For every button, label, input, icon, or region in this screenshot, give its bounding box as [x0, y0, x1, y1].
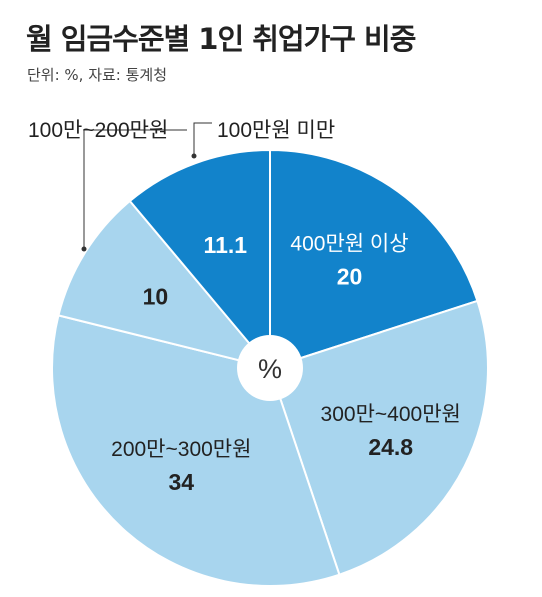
callout-label: 100만원 미만	[217, 119, 335, 142]
center-unit-label: %	[258, 354, 282, 384]
slice-value: 20	[337, 264, 363, 290]
callout-line	[193, 122, 212, 156]
slice-value: 24.8	[368, 434, 413, 460]
callout-line	[83, 129, 187, 249]
slice-label: 200만~300만원	[111, 438, 251, 461]
callout-dot	[81, 246, 87, 252]
slice-value: 34	[169, 469, 195, 495]
callout-dot	[191, 153, 197, 159]
pie-slice	[128, 148, 271, 371]
slice-label: 400만원 이상	[290, 233, 408, 256]
chart-title: 월 임금수준별 1인 취업가구 비중	[26, 22, 416, 56]
source-note: 단위: %, 자료: 통계청	[27, 66, 168, 84]
pie-slice	[57, 199, 273, 370]
slice-value: 10	[143, 283, 169, 309]
callout-label: 100만~200만원	[28, 119, 168, 142]
pie-slice	[268, 299, 489, 576]
slice-value: 11.1	[204, 232, 248, 258]
center-hole	[237, 335, 303, 401]
slice-label: 300만~400만원	[321, 403, 461, 426]
pie-slice	[269, 148, 479, 370]
